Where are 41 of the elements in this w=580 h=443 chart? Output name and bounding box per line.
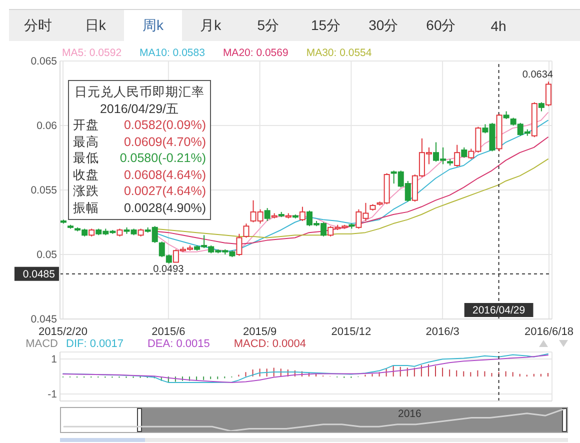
text: DEA: 0.0015 [147,338,210,351]
annotation: 开盘 [73,117,99,134]
text: MA10: 0.0583 [140,47,205,60]
y-tick-label: 0.045 [30,314,58,326]
x-tick-label: 2016/6/18 [524,326,574,338]
annotation: 0.0608(4.64%) [124,166,206,183]
x-tick-label: 2015/9 [242,326,277,338]
ref-line-label: 2016/04/29 [472,304,526,317]
annotation: 0.0634 [522,70,554,81]
x-tick-label: 2015/2/20 [38,326,88,338]
text: MA30: 0.0554 [306,47,372,60]
tab-bar: 分时 日k 周k 月k 5分 15分 30分 60分 4h [9,9,580,41]
text: MA5: 0.0592 [62,47,122,60]
y-tick-label: -1 [48,388,58,401]
annotation: 收盘 [73,166,99,183]
annotation: 2016 [398,408,422,420]
x-tick-label: 2016/3 [426,326,460,338]
x-tick-label: 2015/6 [152,326,186,338]
annotation: 2016/04/29/五 [98,100,180,117]
annotation: 最低 [73,150,99,166]
x-tick-label: 2015/12 [331,326,372,338]
y-tick-label: 0.065 [30,56,58,68]
annotation: 0.0609(4.70%) [124,134,206,150]
annotation: 0.0580(-0.21%) [120,150,206,166]
annotation: 振幅 [73,200,99,216]
ref-line-label: 0.0485 [22,268,56,281]
series-label: MACD: 0.0004 [234,338,306,351]
y-tick-label: 0.05 [36,249,58,262]
y-tick-label: 0.06 [36,120,58,132]
annotation: 0.0027(4.64%) [124,183,206,200]
annotation: 0.0493 [153,264,184,276]
y-tick-label: 1 [51,354,58,366]
annotation: 涨跌 [73,183,99,200]
y-tick-label: 0.055 [30,184,58,197]
text: DIF: 0.0017 [66,338,124,351]
text: MA20: 0.0569 [222,47,288,60]
annotation: 0.0582(0.09%) [124,117,206,134]
annotation: 最高 [73,134,99,150]
annotation: 日元兑人民币即期汇率 [74,84,206,100]
chart-title: MACD [24,338,58,351]
annotation: 0.0028(4.90%) [124,200,206,216]
